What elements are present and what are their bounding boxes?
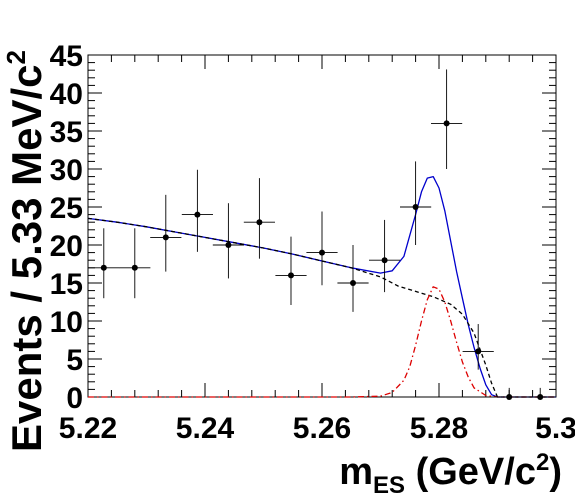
x-axis-title-main: m	[339, 451, 373, 493]
x-tick-label: 5.3	[535, 412, 575, 445]
data-marker	[412, 204, 419, 210]
y-tick-label: 20	[50, 230, 83, 263]
data-marker	[506, 394, 513, 400]
data-point	[431, 69, 463, 169]
y-tick-label: 0	[66, 382, 83, 415]
data-marker	[350, 280, 357, 286]
y-tick-label: 15	[50, 268, 83, 301]
data-point	[524, 387, 556, 400]
data-marker	[381, 257, 388, 264]
x-tick-labels: 5.22 5.24 5.26 5.28 5.3	[59, 412, 575, 445]
x-tick-label: 5.28	[410, 412, 468, 445]
data-point	[181, 169, 213, 252]
data-point	[150, 194, 182, 272]
data-marker	[256, 219, 263, 226]
y-tick-labels: 0 5 10 15 20 25 30 35 40 45	[50, 40, 83, 415]
data-point	[400, 161, 432, 245]
data-marker	[287, 272, 294, 279]
data-point	[337, 245, 369, 312]
y-axis-title-main: Events / 5.33 MeV/c	[3, 64, 50, 452]
data-marker	[537, 394, 544, 400]
x-axis-title-sub: ES	[373, 472, 405, 494]
data-marker	[225, 242, 232, 248]
x-tick-label: 5.26	[293, 412, 351, 445]
data-marker	[319, 249, 325, 256]
x-axis-title-rest: (GeV/c	[405, 451, 536, 493]
y-tick-label: 10	[50, 306, 83, 339]
y-tick-label: 40	[50, 78, 83, 111]
background-fit-curve	[87, 217, 556, 398]
y-tick-label: 45	[50, 40, 83, 73]
x-axis-title-close: )	[549, 451, 562, 493]
data-marker	[162, 234, 169, 241]
data-marker	[194, 211, 201, 218]
data-point	[369, 219, 401, 293]
data-point	[212, 203, 244, 279]
data-marker	[443, 120, 450, 127]
data-point	[88, 228, 120, 299]
data-marker	[475, 348, 482, 355]
y-tick-label: 25	[50, 192, 83, 225]
data-points	[88, 69, 556, 400]
y-tick-label: 5	[66, 344, 83, 377]
x-axis-title: mES (GeV/c2)	[339, 449, 562, 494]
axis-ticks	[87, 54, 557, 398]
data-marker	[131, 264, 138, 271]
data-point	[462, 324, 494, 370]
data-marker	[100, 264, 107, 271]
y-axis-title-sup: 2	[1, 50, 31, 64]
data-point	[243, 178, 275, 259]
y-axis-title: Events / 5.33 MeV/c2	[1, 50, 50, 452]
x-axis-title-sup: 2	[536, 449, 549, 476]
x-tick-label: 5.24	[176, 412, 235, 445]
y-tick-label: 35	[50, 116, 83, 149]
x-tick-label: 5.22	[59, 412, 117, 445]
data-point	[306, 211, 338, 286]
fit-curves	[87, 175, 556, 398]
data-point	[275, 236, 307, 306]
y-tick-label: 30	[50, 154, 83, 187]
data-point	[493, 387, 525, 400]
signal-fit-curve	[88, 286, 556, 398]
data-point	[119, 228, 151, 299]
